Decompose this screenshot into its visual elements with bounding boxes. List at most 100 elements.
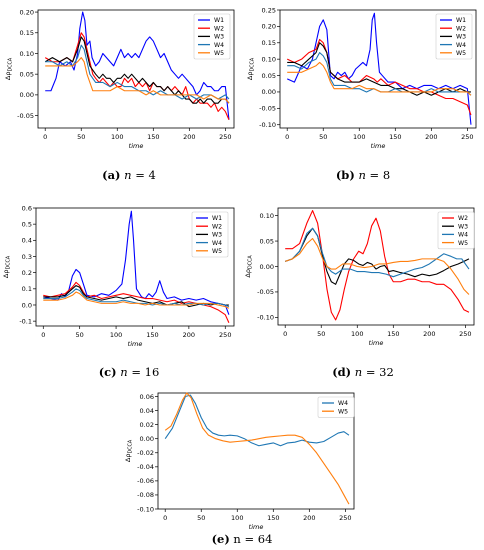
x-tick-label: 100 [353, 133, 365, 141]
y-axis-label-main: Δρ [2, 270, 10, 279]
y-tick-label: 0.00 [140, 435, 154, 443]
legend-box [435, 13, 473, 60]
series-line-w4 [164, 394, 350, 447]
y-tick-label: 0.00 [20, 91, 34, 99]
y-axis-label: ΔρDCCA [244, 255, 254, 278]
x-axis-label: time [249, 523, 264, 531]
legend-label-w3: W3 [212, 232, 222, 239]
y-tick-label: -0.10 [137, 505, 154, 513]
x-axis-label: time [369, 339, 384, 347]
y-tick-label: 0.00 [260, 263, 274, 271]
y-tick-label: 0.2 [22, 269, 32, 277]
legend-label-w5: W5 [456, 50, 466, 57]
legend-label-w3: W3 [214, 34, 224, 41]
caption-value: = 16 [127, 365, 160, 379]
x-tick-label: 50 [319, 133, 327, 141]
x-tick-label: 50 [77, 133, 85, 141]
legend-label-w2: W2 [212, 223, 222, 230]
series-line-w2 [44, 32, 230, 120]
series-line-w3 [44, 36, 230, 104]
x-tick-label: 100 [111, 133, 123, 141]
legend-label-w2: W2 [458, 215, 468, 222]
y-axis-label-subscript: DCCA [248, 255, 254, 269]
caption-label: (c) [98, 365, 117, 379]
legend-label-w5: W5 [458, 240, 468, 247]
y-axis-label-subscript: DCCA [8, 57, 14, 71]
chart-panel-d: 0 50 100 150 200 250 -0.10 -0.05 0.00 0.05 0.10 tim… [242, 198, 484, 368]
legend-label-w2: W2 [456, 25, 466, 32]
legend-label-w5: W5 [214, 50, 224, 57]
series-line-w5 [285, 237, 470, 295]
caption-value: = 32 [362, 365, 394, 379]
series-line-w5 [164, 392, 350, 505]
legend-label-w3: W3 [456, 34, 466, 41]
legend-label-w4: W4 [338, 400, 348, 407]
legend-label-w1: W1 [214, 17, 224, 24]
y-tick-label: 0.06 [140, 393, 154, 401]
y-tick-label: 0.6 [22, 204, 32, 212]
x-tick-label: 200 [303, 514, 315, 522]
legend-box [191, 211, 229, 258]
y-tick-label: 0.04 [140, 407, 154, 415]
legend-label-w1: W1 [456, 17, 466, 24]
x-tick-label: 200 [425, 133, 437, 141]
x-tick-label: 250 [219, 331, 231, 339]
legend-box [437, 211, 475, 250]
caption-variable: n [358, 168, 366, 182]
legend-label-w3: W3 [458, 223, 468, 230]
y-tick-label: 0.5 [22, 220, 32, 228]
caption-variable: n [354, 365, 363, 379]
y-axis-label: ΔρDCCA [4, 57, 14, 80]
y-tick-label: 0.10 [262, 55, 276, 63]
legend-label-w5: W5 [338, 408, 348, 415]
series-line-w4 [285, 227, 470, 278]
y-tick-label: 0.0 [22, 301, 32, 309]
x-tick-label: 250 [339, 514, 351, 522]
series-line-w4 [45, 44, 230, 100]
y-tick-label: 0.05 [20, 70, 34, 78]
series-line-w1 [45, 11, 230, 120]
plot-frame [279, 9, 477, 129]
y-tick-label: 0.3 [22, 253, 32, 261]
series-line-w2 [286, 38, 472, 116]
y-tick-label: -0.05 [17, 112, 34, 120]
y-tick-label: 0.10 [260, 212, 274, 220]
legend-label-w4: W4 [212, 240, 222, 247]
y-tick-label: -0.1 [19, 317, 32, 325]
x-tick-label: 150 [146, 331, 158, 339]
y-tick-label: 0.00 [262, 88, 276, 96]
caption-label: (e) [211, 532, 230, 546]
series-line-w5 [287, 61, 472, 96]
y-axis-label-main: Δρ [246, 72, 254, 81]
series-line-w1 [43, 210, 230, 315]
legend-box [317, 396, 355, 418]
y-axis-label: ΔρDCCA [246, 57, 256, 80]
y-tick-label: -0.06 [137, 477, 154, 485]
x-tick-label: 250 [219, 133, 231, 141]
x-axis-label: time [128, 340, 143, 348]
legend-label-w5: W5 [212, 248, 222, 255]
caption-variable: n [120, 365, 128, 379]
y-axis-label-subscript: DCCA [6, 255, 12, 269]
legend-box [193, 13, 231, 60]
y-tick-label: 0.05 [260, 237, 274, 245]
y-tick-label: 0.1 [22, 285, 32, 293]
y-tick-label: 0.25 [262, 6, 276, 14]
caption-e: (e) n = 64 [212, 532, 273, 546]
y-tick-label: 0.4 [22, 237, 32, 245]
y-tick-label: -0.05 [259, 105, 276, 113]
legend-label-w4: W4 [214, 42, 224, 49]
y-tick-label: 0.20 [262, 23, 276, 31]
legend-label-w1: W1 [212, 215, 222, 222]
y-tick-label: -0.10 [259, 121, 276, 129]
series-line-w5 [43, 291, 230, 309]
y-tick-label: 0.15 [20, 29, 34, 37]
y-tick-label: 0.02 [140, 421, 154, 429]
y-axis-label: ΔρDCCA [124, 439, 134, 462]
x-tick-label: 150 [387, 330, 399, 338]
legend-label-w2: W2 [214, 25, 224, 32]
y-tick-label: -0.08 [137, 491, 154, 499]
caption-a: (a) n = 4 [102, 168, 156, 182]
caption-variable: n [124, 168, 132, 182]
chart-d-svg: 0 50 100 150 200 250 -0.10 -0.05 0.00 0.05 0.10 tim… [244, 207, 475, 347]
